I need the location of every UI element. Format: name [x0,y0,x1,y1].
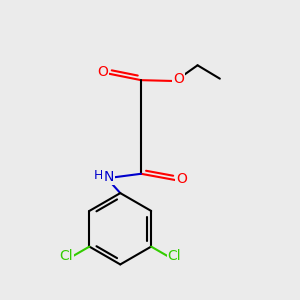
Text: Cl: Cl [168,249,181,263]
Text: O: O [97,65,108,79]
Text: Cl: Cl [59,249,73,263]
Text: N: N [103,170,114,184]
Text: O: O [173,72,184,86]
Text: O: O [176,172,187,186]
Text: H: H [93,169,103,182]
